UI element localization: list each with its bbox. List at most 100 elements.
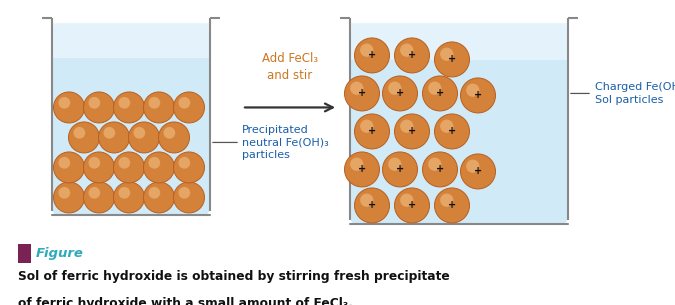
Text: +: + [396,164,404,174]
Circle shape [118,187,130,199]
Text: +: + [368,127,376,136]
Circle shape [88,97,101,109]
Circle shape [134,127,145,139]
Text: +: + [448,55,456,64]
FancyBboxPatch shape [350,23,568,224]
Circle shape [148,157,160,169]
Circle shape [118,97,130,109]
Text: +: + [358,164,366,174]
Circle shape [173,182,205,213]
Circle shape [383,152,418,187]
Circle shape [354,38,389,73]
Circle shape [435,42,470,77]
Circle shape [400,120,413,133]
Circle shape [99,122,130,153]
Circle shape [423,152,458,187]
Text: Charged Fe(OH)₃
Sol particles: Charged Fe(OH)₃ Sol particles [595,82,675,105]
Circle shape [435,188,470,223]
Circle shape [388,81,402,95]
Circle shape [394,114,429,149]
Text: +: + [396,88,404,99]
Text: +: + [436,164,444,174]
Circle shape [178,187,190,199]
Circle shape [394,38,429,73]
Circle shape [354,114,389,149]
Text: Figure: Figure [36,247,84,260]
Circle shape [148,187,160,199]
Text: +: + [368,50,376,60]
Circle shape [460,78,495,113]
Circle shape [74,127,85,139]
Circle shape [423,76,458,111]
Text: +: + [408,50,416,60]
Circle shape [178,97,190,109]
Circle shape [88,157,101,169]
Circle shape [118,157,130,169]
Circle shape [144,92,175,123]
Circle shape [388,158,402,171]
Circle shape [466,160,479,173]
Circle shape [344,76,379,111]
Text: +: + [368,200,376,210]
Text: Precipitated
neutral Fe(OH)₃
particles: Precipitated neutral Fe(OH)₃ particles [242,125,329,160]
Bar [350,23,568,60]
Circle shape [440,120,454,133]
Circle shape [360,120,373,133]
Circle shape [400,194,413,207]
Bar [18,244,31,263]
Bar [52,23,210,58]
Circle shape [360,194,373,207]
Circle shape [148,97,160,109]
Circle shape [360,44,373,57]
Circle shape [350,81,363,95]
Circle shape [113,92,144,123]
Circle shape [383,76,418,111]
Circle shape [440,194,454,207]
Text: +: + [408,200,416,210]
Circle shape [113,182,144,213]
Text: +: + [474,167,482,177]
Text: +: + [448,200,456,210]
Circle shape [159,122,190,153]
FancyBboxPatch shape [52,23,210,215]
Circle shape [113,152,144,183]
Circle shape [84,182,115,213]
Text: of ferric hydroxide with a small amount of FeCl₃.: of ferric hydroxide with a small amount … [18,297,353,305]
Text: +: + [436,88,444,99]
Circle shape [144,152,175,183]
Text: +: + [448,127,456,136]
Circle shape [59,157,70,169]
Circle shape [144,182,175,213]
Circle shape [350,158,363,171]
Circle shape [103,127,115,139]
Circle shape [53,182,84,213]
Text: Sol of ferric hydroxide is obtained by stirring fresh precipitate: Sol of ferric hydroxide is obtained by s… [18,270,450,283]
Circle shape [354,188,389,223]
Text: +: + [408,127,416,136]
Circle shape [440,48,454,61]
Circle shape [344,152,379,187]
Circle shape [394,188,429,223]
Circle shape [53,152,84,183]
Circle shape [400,44,413,57]
Circle shape [173,152,205,183]
Circle shape [68,122,99,153]
Circle shape [163,127,176,139]
Circle shape [460,154,495,189]
Text: +: + [358,88,366,99]
Circle shape [466,84,479,97]
Circle shape [88,187,101,199]
Circle shape [428,81,441,95]
Circle shape [59,97,70,109]
Circle shape [435,114,470,149]
Text: Add FeCl₃
and stir: Add FeCl₃ and stir [262,52,318,82]
Text: +: + [474,91,482,100]
Circle shape [178,157,190,169]
Circle shape [128,122,159,153]
Circle shape [84,152,115,183]
Circle shape [59,187,70,199]
Circle shape [428,158,441,171]
Circle shape [53,92,84,123]
Circle shape [173,92,205,123]
Circle shape [84,92,115,123]
